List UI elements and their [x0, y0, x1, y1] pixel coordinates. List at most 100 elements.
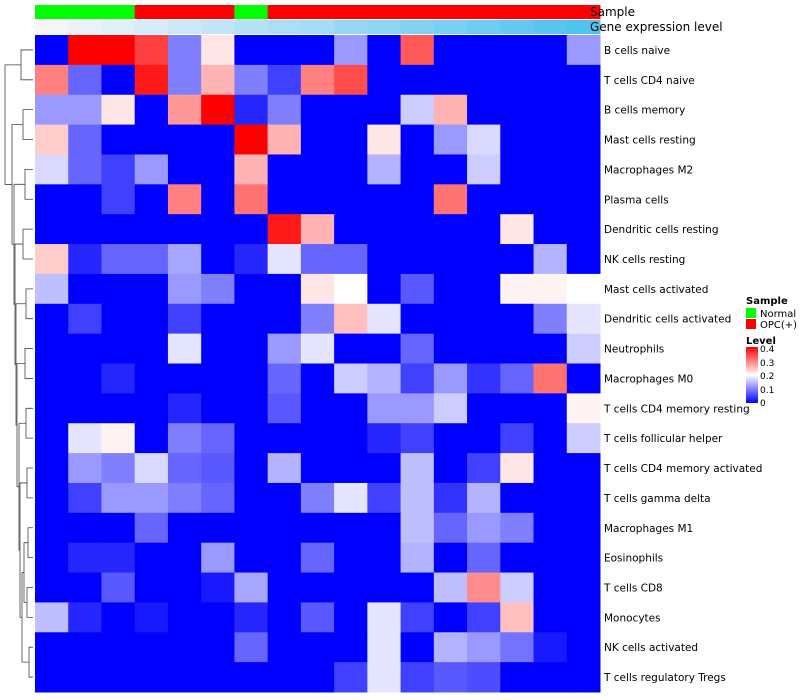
heatmap-cell [533, 35, 568, 66]
heatmap-cell [167, 273, 202, 305]
heatmap-cell [167, 154, 202, 185]
row-label: T cells CD4 memory resting [603, 403, 750, 415]
heatmap-cell [35, 512, 69, 544]
heatmap-cell [467, 35, 501, 66]
heatmap-cell [134, 363, 169, 394]
heatmap-cell [433, 363, 468, 394]
heatmap-cell [134, 333, 169, 364]
heatmap-cell [500, 662, 535, 693]
heatmap-cell [367, 572, 402, 603]
sample-annotation-cell [201, 5, 235, 19]
heatmap-cell [167, 124, 202, 155]
heatmap-cell [433, 154, 468, 185]
heatmap-cell [300, 482, 335, 514]
heatmap-cell [467, 363, 501, 394]
heatmap-cell [101, 542, 136, 574]
heatmap-cell [500, 602, 535, 633]
heatmap-cell [334, 35, 368, 66]
heatmap-cell [35, 453, 69, 484]
heatmap-cell [334, 154, 368, 185]
heatmap-cell [566, 363, 601, 394]
heatmap-cell [201, 184, 235, 215]
dendrogram-branch [25, 407, 33, 439]
sample-annotation-cell [234, 5, 269, 19]
heatmap-cell [234, 572, 269, 603]
annotation-labels: Sample Gene expression level [590, 5, 723, 34]
heatmap-cell [234, 303, 269, 335]
heatmap-cell [68, 303, 102, 335]
heatmap-cell [167, 94, 202, 126]
heatmap-cell [566, 273, 601, 305]
heatmap-cell [467, 482, 501, 514]
heatmap-cell [334, 244, 368, 275]
heatmap-cell [167, 602, 202, 633]
heatmap-cell [367, 64, 402, 96]
heatmap-cell [101, 184, 136, 215]
heatmap-cell [334, 64, 368, 96]
sample-annotation-cell [68, 5, 102, 19]
heatmap-cell [566, 632, 601, 663]
heatmap-cell [35, 632, 69, 663]
heatmap-cell [134, 393, 169, 424]
heatmap-cell [267, 333, 302, 364]
heatmap-cell [334, 453, 368, 484]
heatmap-cell [35, 124, 69, 155]
expression-annotation-cell [400, 20, 435, 34]
heatmap-cell [267, 423, 302, 454]
heatmap-cell [35, 184, 69, 215]
heatmap-cell [267, 453, 302, 484]
row-label: Mast cells resting [604, 135, 696, 147]
heatmap-cell [334, 512, 368, 544]
heatmap-cell [35, 35, 69, 66]
expression-annotation-cell [101, 20, 136, 34]
heatmap-cell [267, 94, 302, 126]
dendrogram-branch [22, 228, 33, 260]
heatmap-cell [533, 214, 568, 245]
legend: Sample Normal OPC(+) Level 0.4 0.3 0.2 0… [746, 296, 797, 409]
heatmap-cell [234, 542, 269, 574]
heatmap-cell [101, 154, 136, 185]
heatmap-cell [35, 94, 69, 126]
heatmap-cell [367, 453, 402, 484]
row-label: T cells gamma delta [603, 493, 711, 505]
heatmap-cell [533, 423, 568, 454]
heatmap-cell [400, 244, 435, 275]
sample-annotation-cell [334, 5, 368, 19]
sample-annotation-cell [433, 5, 468, 19]
heatmap-cell [533, 273, 568, 305]
heatmap-cell [68, 423, 102, 454]
heatmap-cell [566, 602, 601, 633]
expression-annotation-cell [267, 20, 302, 34]
heatmap-cell [300, 363, 335, 394]
heatmap-cell [201, 512, 235, 544]
heatmap-cell [334, 602, 368, 633]
heatmap-cell [300, 572, 335, 603]
legend-level-tick: 0.4 [760, 345, 775, 355]
row-label: Macrophages M0 [604, 373, 693, 385]
heatmap-cell [267, 124, 302, 155]
heatmap-cell [467, 602, 501, 633]
heatmap-cell [234, 154, 269, 185]
dendrogram-branch [20, 49, 33, 81]
dendrogram-branch [4, 64, 21, 185]
heatmap-cell [500, 482, 535, 514]
heatmap-cell [566, 662, 601, 693]
row-label: T cells follicular helper [603, 433, 723, 445]
heatmap-cell [367, 662, 402, 693]
expression-annotation-label: Gene expression level [590, 20, 723, 34]
heatmap-cell [68, 214, 102, 245]
heatmap-cell [533, 333, 568, 364]
expression-annotation-cell [533, 20, 568, 34]
heatmap-cell [68, 333, 102, 364]
heatmap-cell [234, 482, 269, 514]
heatmap-cell [334, 632, 368, 663]
heatmap-cell [167, 35, 202, 66]
heatmap-cell [500, 572, 535, 603]
heatmap-cell [300, 423, 335, 454]
heatmap-cell [433, 35, 468, 66]
heatmap-cell [566, 393, 601, 424]
heatmap-cell [267, 303, 302, 335]
dendrogram-branch [19, 482, 27, 618]
heatmap-cell [400, 35, 435, 66]
heatmap-cell [467, 572, 501, 603]
